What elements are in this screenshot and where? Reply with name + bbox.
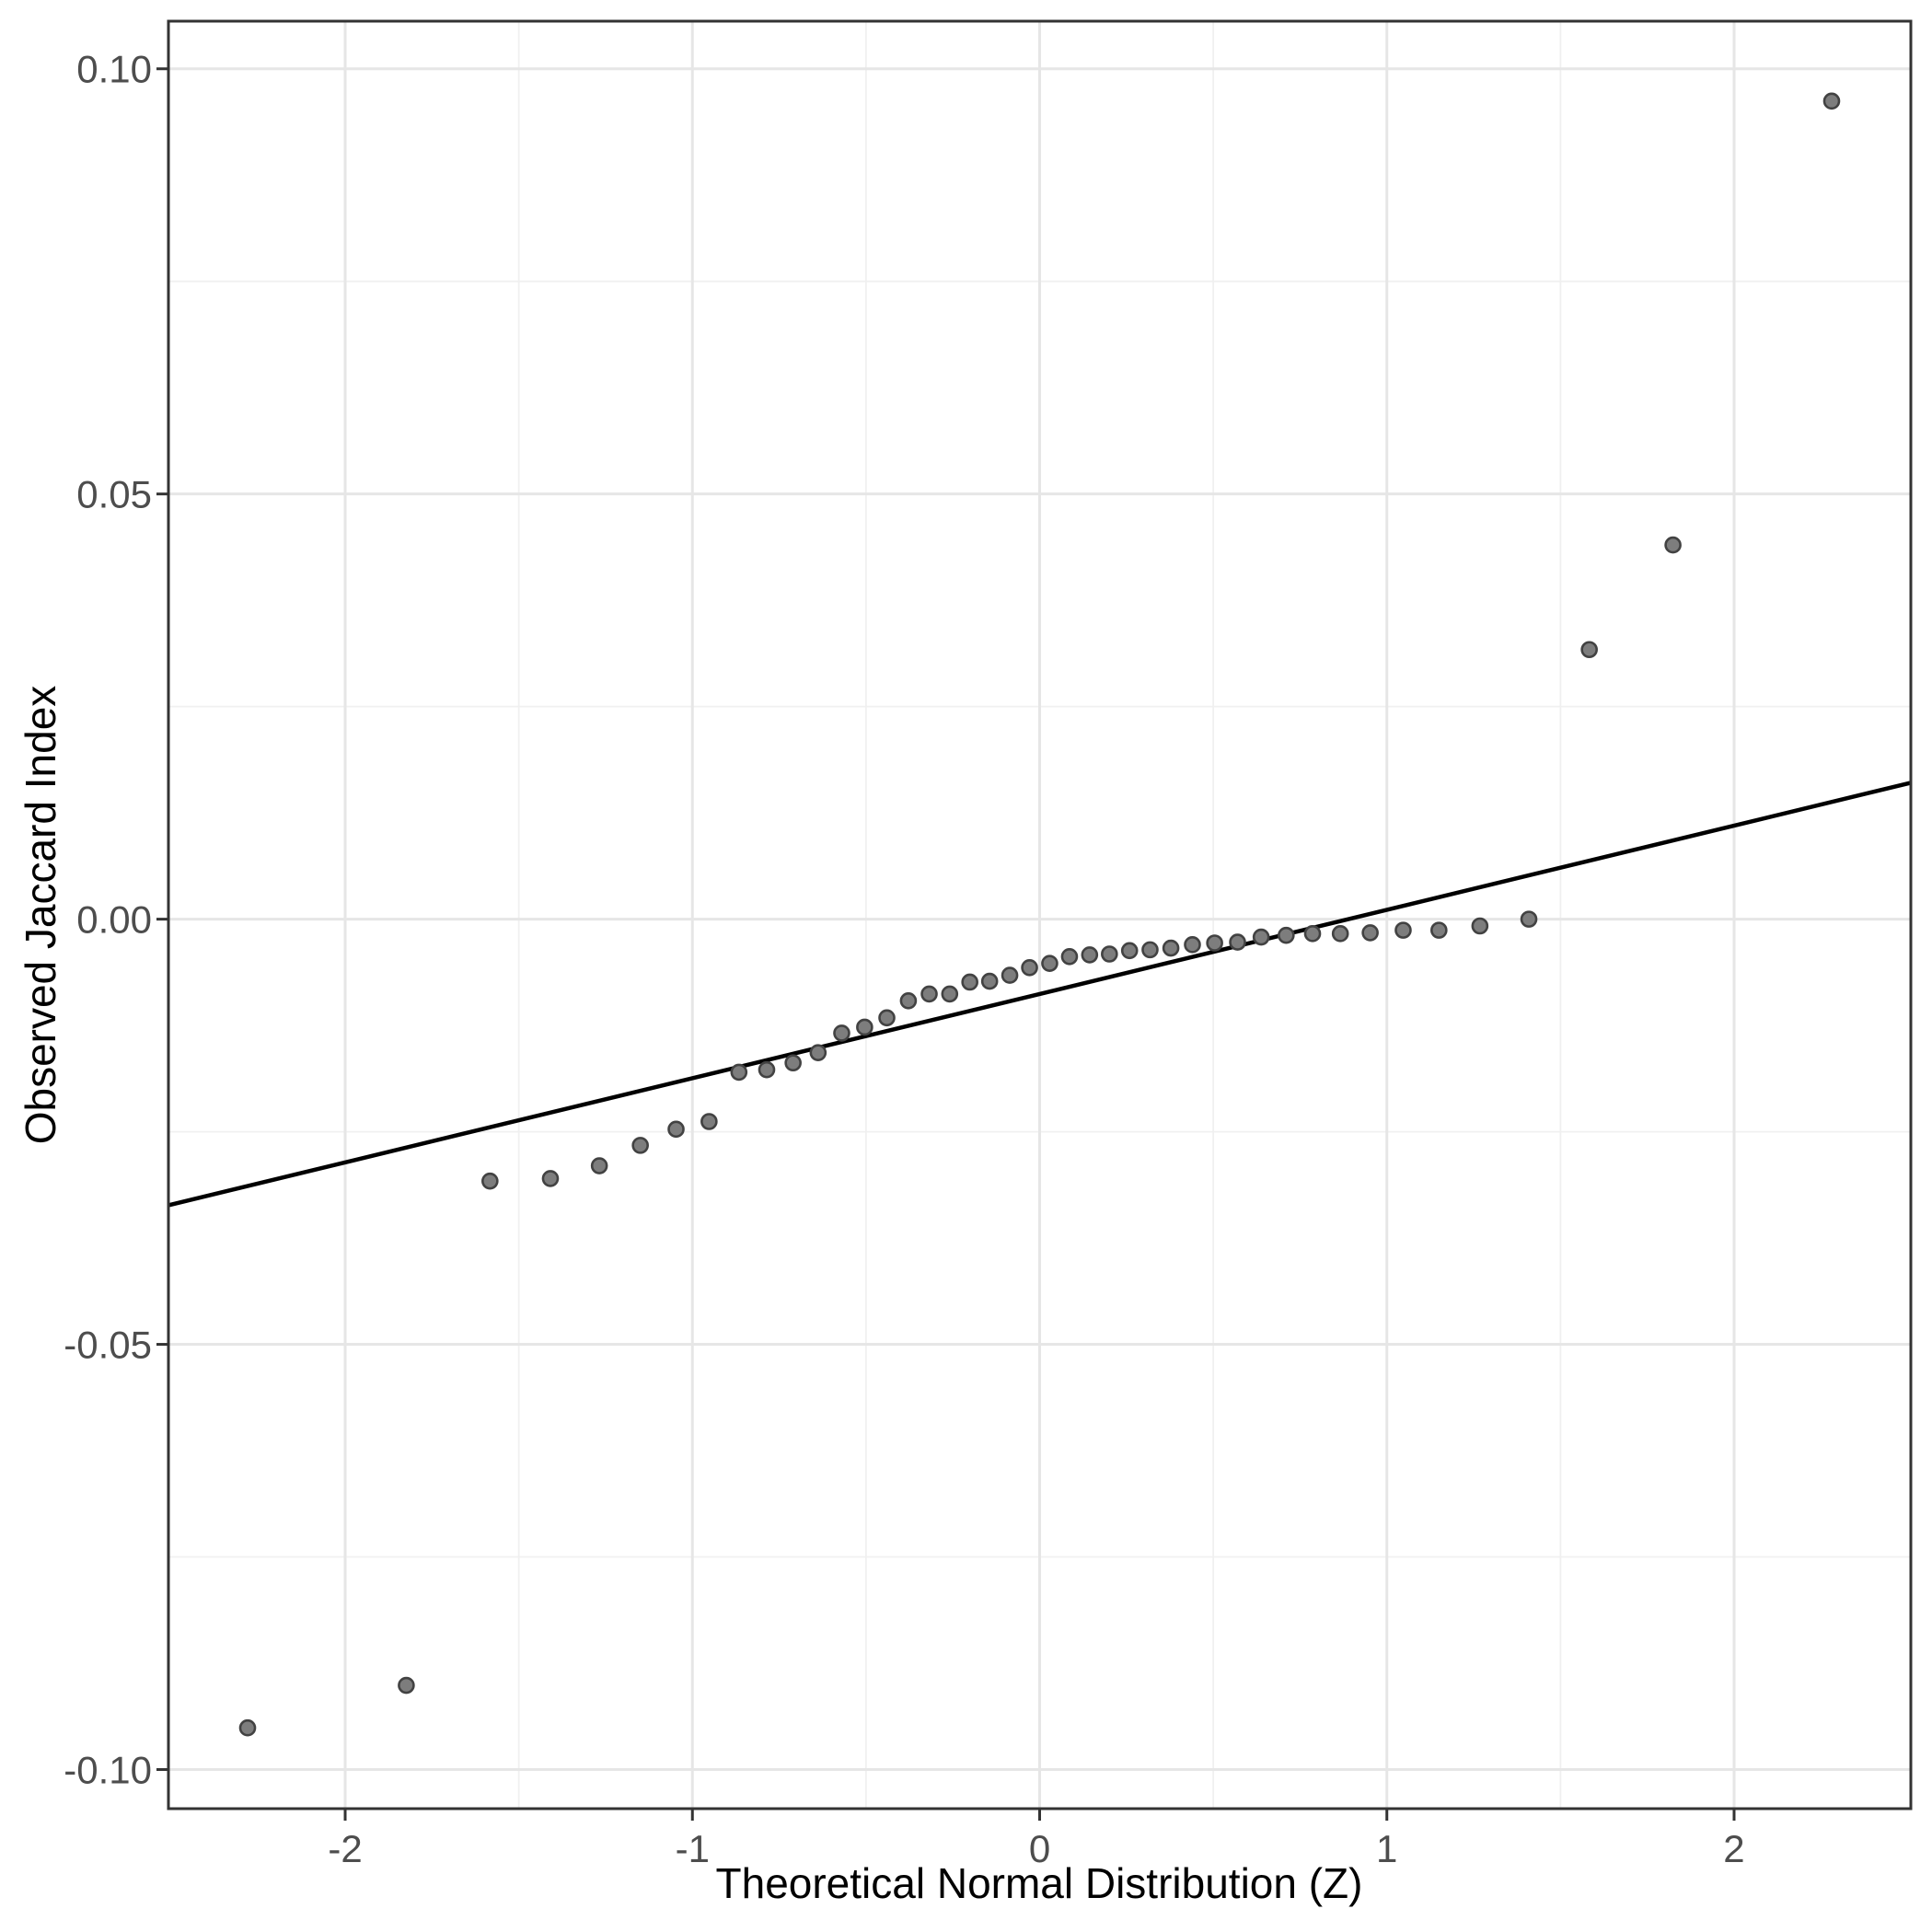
data-point bbox=[878, 1009, 896, 1027]
y-axis-title: Observed Jaccard Index bbox=[17, 686, 64, 1145]
data-points bbox=[238, 92, 1841, 1737]
y-tick-label: -0.10 bbox=[64, 1749, 152, 1792]
data-point bbox=[1331, 925, 1349, 943]
data-point bbox=[238, 1718, 257, 1737]
data-point bbox=[1001, 966, 1019, 984]
data-point bbox=[1278, 926, 1295, 944]
data-point bbox=[1081, 946, 1099, 964]
x-tick-label: 2 bbox=[1723, 1827, 1744, 1870]
data-point bbox=[1021, 958, 1038, 977]
qq-reference-line bbox=[168, 781, 1911, 1208]
data-point bbox=[730, 1063, 748, 1082]
data-point bbox=[758, 1060, 776, 1079]
data-point bbox=[784, 1054, 802, 1072]
x-tick-label: -1 bbox=[676, 1827, 710, 1870]
data-point bbox=[809, 1044, 827, 1061]
x-tick-label: 1 bbox=[1376, 1827, 1397, 1870]
y-tick-label: 0.10 bbox=[76, 48, 152, 91]
data-point bbox=[1520, 910, 1538, 928]
data-point bbox=[541, 1170, 560, 1187]
data-point bbox=[961, 973, 978, 991]
data-point bbox=[667, 1120, 685, 1139]
data-point bbox=[1120, 942, 1139, 960]
y-tick-label: 0.05 bbox=[76, 473, 152, 516]
data-point bbox=[920, 985, 938, 1003]
data-point bbox=[1430, 921, 1448, 939]
data-point bbox=[899, 992, 918, 1010]
data-point bbox=[700, 1113, 718, 1130]
data-point bbox=[980, 972, 999, 990]
data-point bbox=[398, 1676, 415, 1695]
data-point bbox=[856, 1018, 873, 1036]
data-point bbox=[1041, 954, 1059, 972]
data-point bbox=[590, 1157, 608, 1174]
data-point bbox=[1303, 925, 1322, 943]
data-point bbox=[1252, 928, 1270, 946]
data-point bbox=[1471, 917, 1489, 935]
y-tick-label: 0.00 bbox=[76, 898, 152, 942]
data-point bbox=[1101, 945, 1118, 963]
data-point bbox=[941, 985, 959, 1003]
data-point bbox=[1141, 941, 1159, 959]
data-point bbox=[631, 1137, 649, 1154]
x-axis-title: Theoretical Normal Distribution (Z) bbox=[716, 1859, 1363, 1907]
data-point bbox=[481, 1172, 499, 1190]
chart-root: -2 -1 0 1 2 0.10 0.05 0.00 -0.05 -0.10 bbox=[64, 19, 1913, 1870]
axes: -2 -1 0 1 2 0.10 0.05 0.00 -0.05 -0.10 bbox=[64, 48, 1744, 1870]
data-point bbox=[833, 1024, 850, 1042]
data-point bbox=[1206, 934, 1223, 952]
major-gridlines bbox=[168, 21, 1911, 1809]
data-point bbox=[1184, 936, 1201, 954]
y-tick-label: -0.05 bbox=[64, 1324, 152, 1367]
data-point bbox=[1060, 947, 1079, 966]
data-point bbox=[1361, 924, 1379, 942]
data-point bbox=[1664, 536, 1682, 554]
data-point bbox=[1822, 92, 1841, 110]
data-point bbox=[1394, 921, 1412, 939]
data-point bbox=[1229, 933, 1246, 951]
data-point bbox=[1162, 939, 1180, 957]
x-tick-label: -2 bbox=[328, 1827, 362, 1870]
x-tick-label: 0 bbox=[1029, 1827, 1050, 1870]
data-point bbox=[1580, 641, 1598, 659]
